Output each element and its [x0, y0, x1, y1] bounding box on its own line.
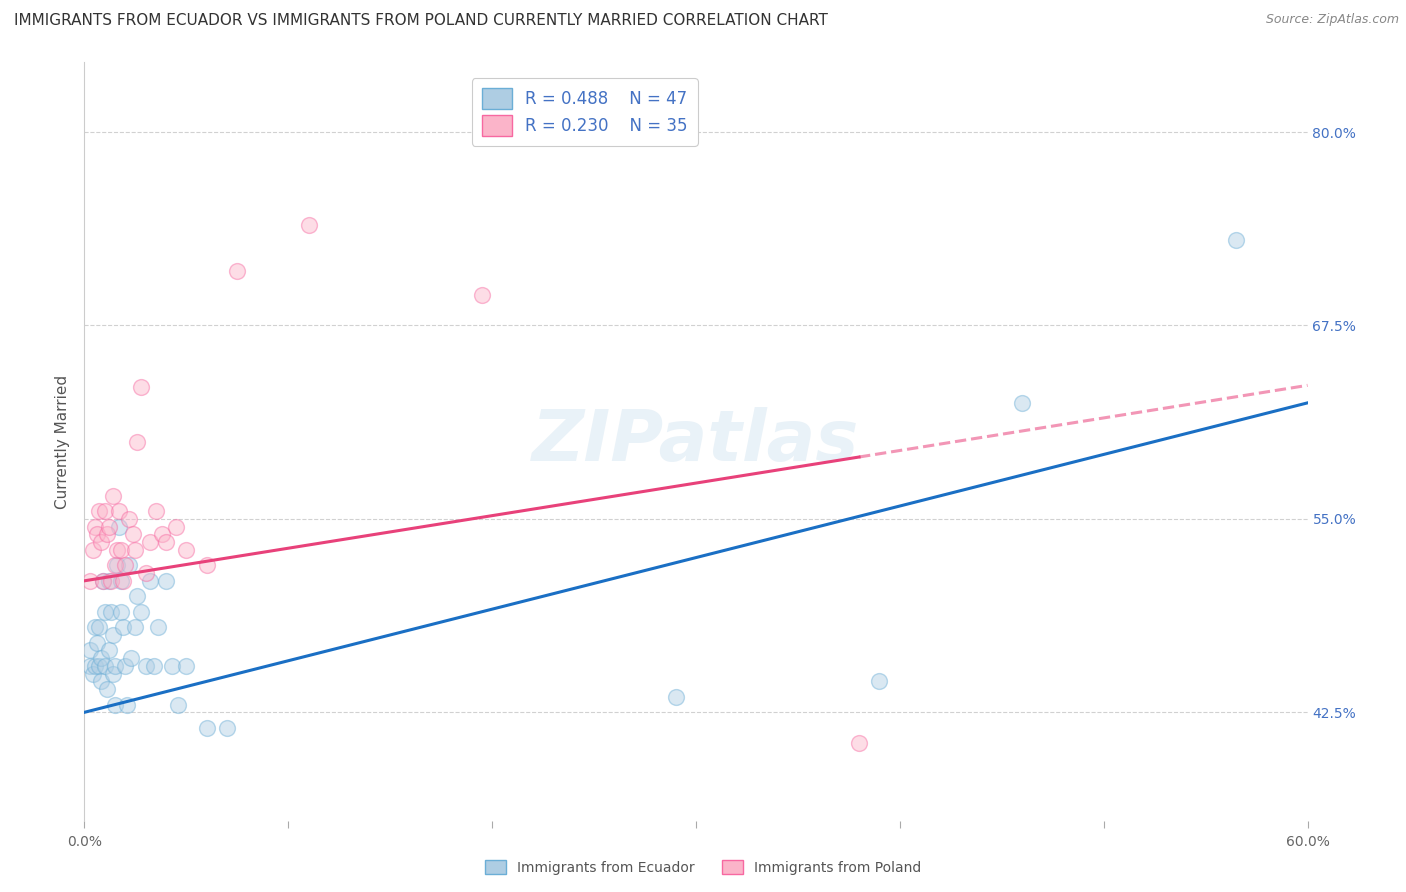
Point [122, 527, 145, 541]
Point [112, 620, 135, 634]
Point [160, 659, 183, 673]
Point [127, 589, 149, 603]
Point [165, 519, 187, 533]
Point [195, 558, 218, 573]
Point [155, 535, 177, 549]
Point [150, 527, 173, 541]
Point [83, 659, 105, 673]
Point [108, 504, 131, 518]
Y-axis label: Currently Married: Currently Married [55, 375, 70, 508]
Point [120, 651, 142, 665]
Point [100, 574, 122, 588]
Point [298, 218, 321, 232]
Point [86, 636, 108, 650]
Text: ZIPatlas: ZIPatlas [533, 407, 859, 476]
Point [217, 721, 239, 735]
Point [97, 643, 120, 657]
Point [174, 542, 197, 557]
Legend: R = 0.488    N = 47, R = 0.230    N = 35: R = 0.488 N = 47, R = 0.230 N = 35 [472, 78, 697, 145]
Point [82, 666, 104, 681]
Point [105, 542, 128, 557]
Point [1225, 233, 1247, 247]
Point [131, 605, 153, 619]
Point [100, 605, 122, 619]
Point [127, 434, 149, 449]
Point [101, 666, 124, 681]
Point [155, 574, 177, 588]
Point [82, 542, 104, 557]
Point [145, 504, 167, 518]
Text: Source: ZipAtlas.com: Source: ZipAtlas.com [1265, 13, 1399, 27]
Point [101, 489, 124, 503]
Point [195, 721, 218, 735]
Point [87, 504, 110, 518]
Point [87, 659, 110, 673]
Point [91, 574, 114, 588]
Point [93, 659, 115, 673]
Point [174, 659, 197, 673]
Point [142, 659, 165, 673]
Point [91, 574, 114, 588]
Point [118, 512, 141, 526]
Point [90, 651, 112, 665]
Point [97, 574, 120, 588]
Point [114, 558, 136, 573]
Point [146, 620, 169, 634]
Point [96, 682, 118, 697]
Point [665, 690, 688, 704]
Point [1011, 396, 1033, 410]
Point [83, 519, 105, 533]
Point [105, 558, 128, 573]
Point [90, 674, 112, 689]
Legend: Immigrants from Ecuador, Immigrants from Poland: Immigrants from Ecuador, Immigrants from… [479, 855, 927, 880]
Point [112, 574, 135, 588]
Point [848, 736, 870, 750]
Point [108, 519, 131, 533]
Point [131, 380, 153, 394]
Point [87, 620, 110, 634]
Point [226, 264, 249, 278]
Point [124, 542, 146, 557]
Point [104, 698, 127, 712]
Point [138, 535, 160, 549]
Point [167, 698, 190, 712]
Point [97, 519, 120, 533]
Point [471, 287, 494, 301]
Point [86, 527, 108, 541]
Point [135, 659, 157, 673]
Point [110, 574, 132, 588]
Point [104, 558, 127, 573]
Point [124, 620, 146, 634]
Point [114, 659, 136, 673]
Point [93, 605, 115, 619]
Point [83, 620, 105, 634]
Point [135, 566, 157, 580]
Point [79, 643, 101, 657]
Point [79, 659, 101, 673]
Point [110, 605, 132, 619]
Point [79, 574, 101, 588]
Point [110, 542, 132, 557]
Point [90, 535, 112, 549]
Point [101, 628, 124, 642]
Point [104, 659, 127, 673]
Point [869, 674, 891, 689]
Point [93, 504, 115, 518]
Point [96, 527, 118, 541]
Point [138, 574, 160, 588]
Text: IMMIGRANTS FROM ECUADOR VS IMMIGRANTS FROM POLAND CURRENTLY MARRIED CORRELATION : IMMIGRANTS FROM ECUADOR VS IMMIGRANTS FR… [14, 13, 828, 29]
Point [118, 558, 141, 573]
Point [115, 698, 138, 712]
